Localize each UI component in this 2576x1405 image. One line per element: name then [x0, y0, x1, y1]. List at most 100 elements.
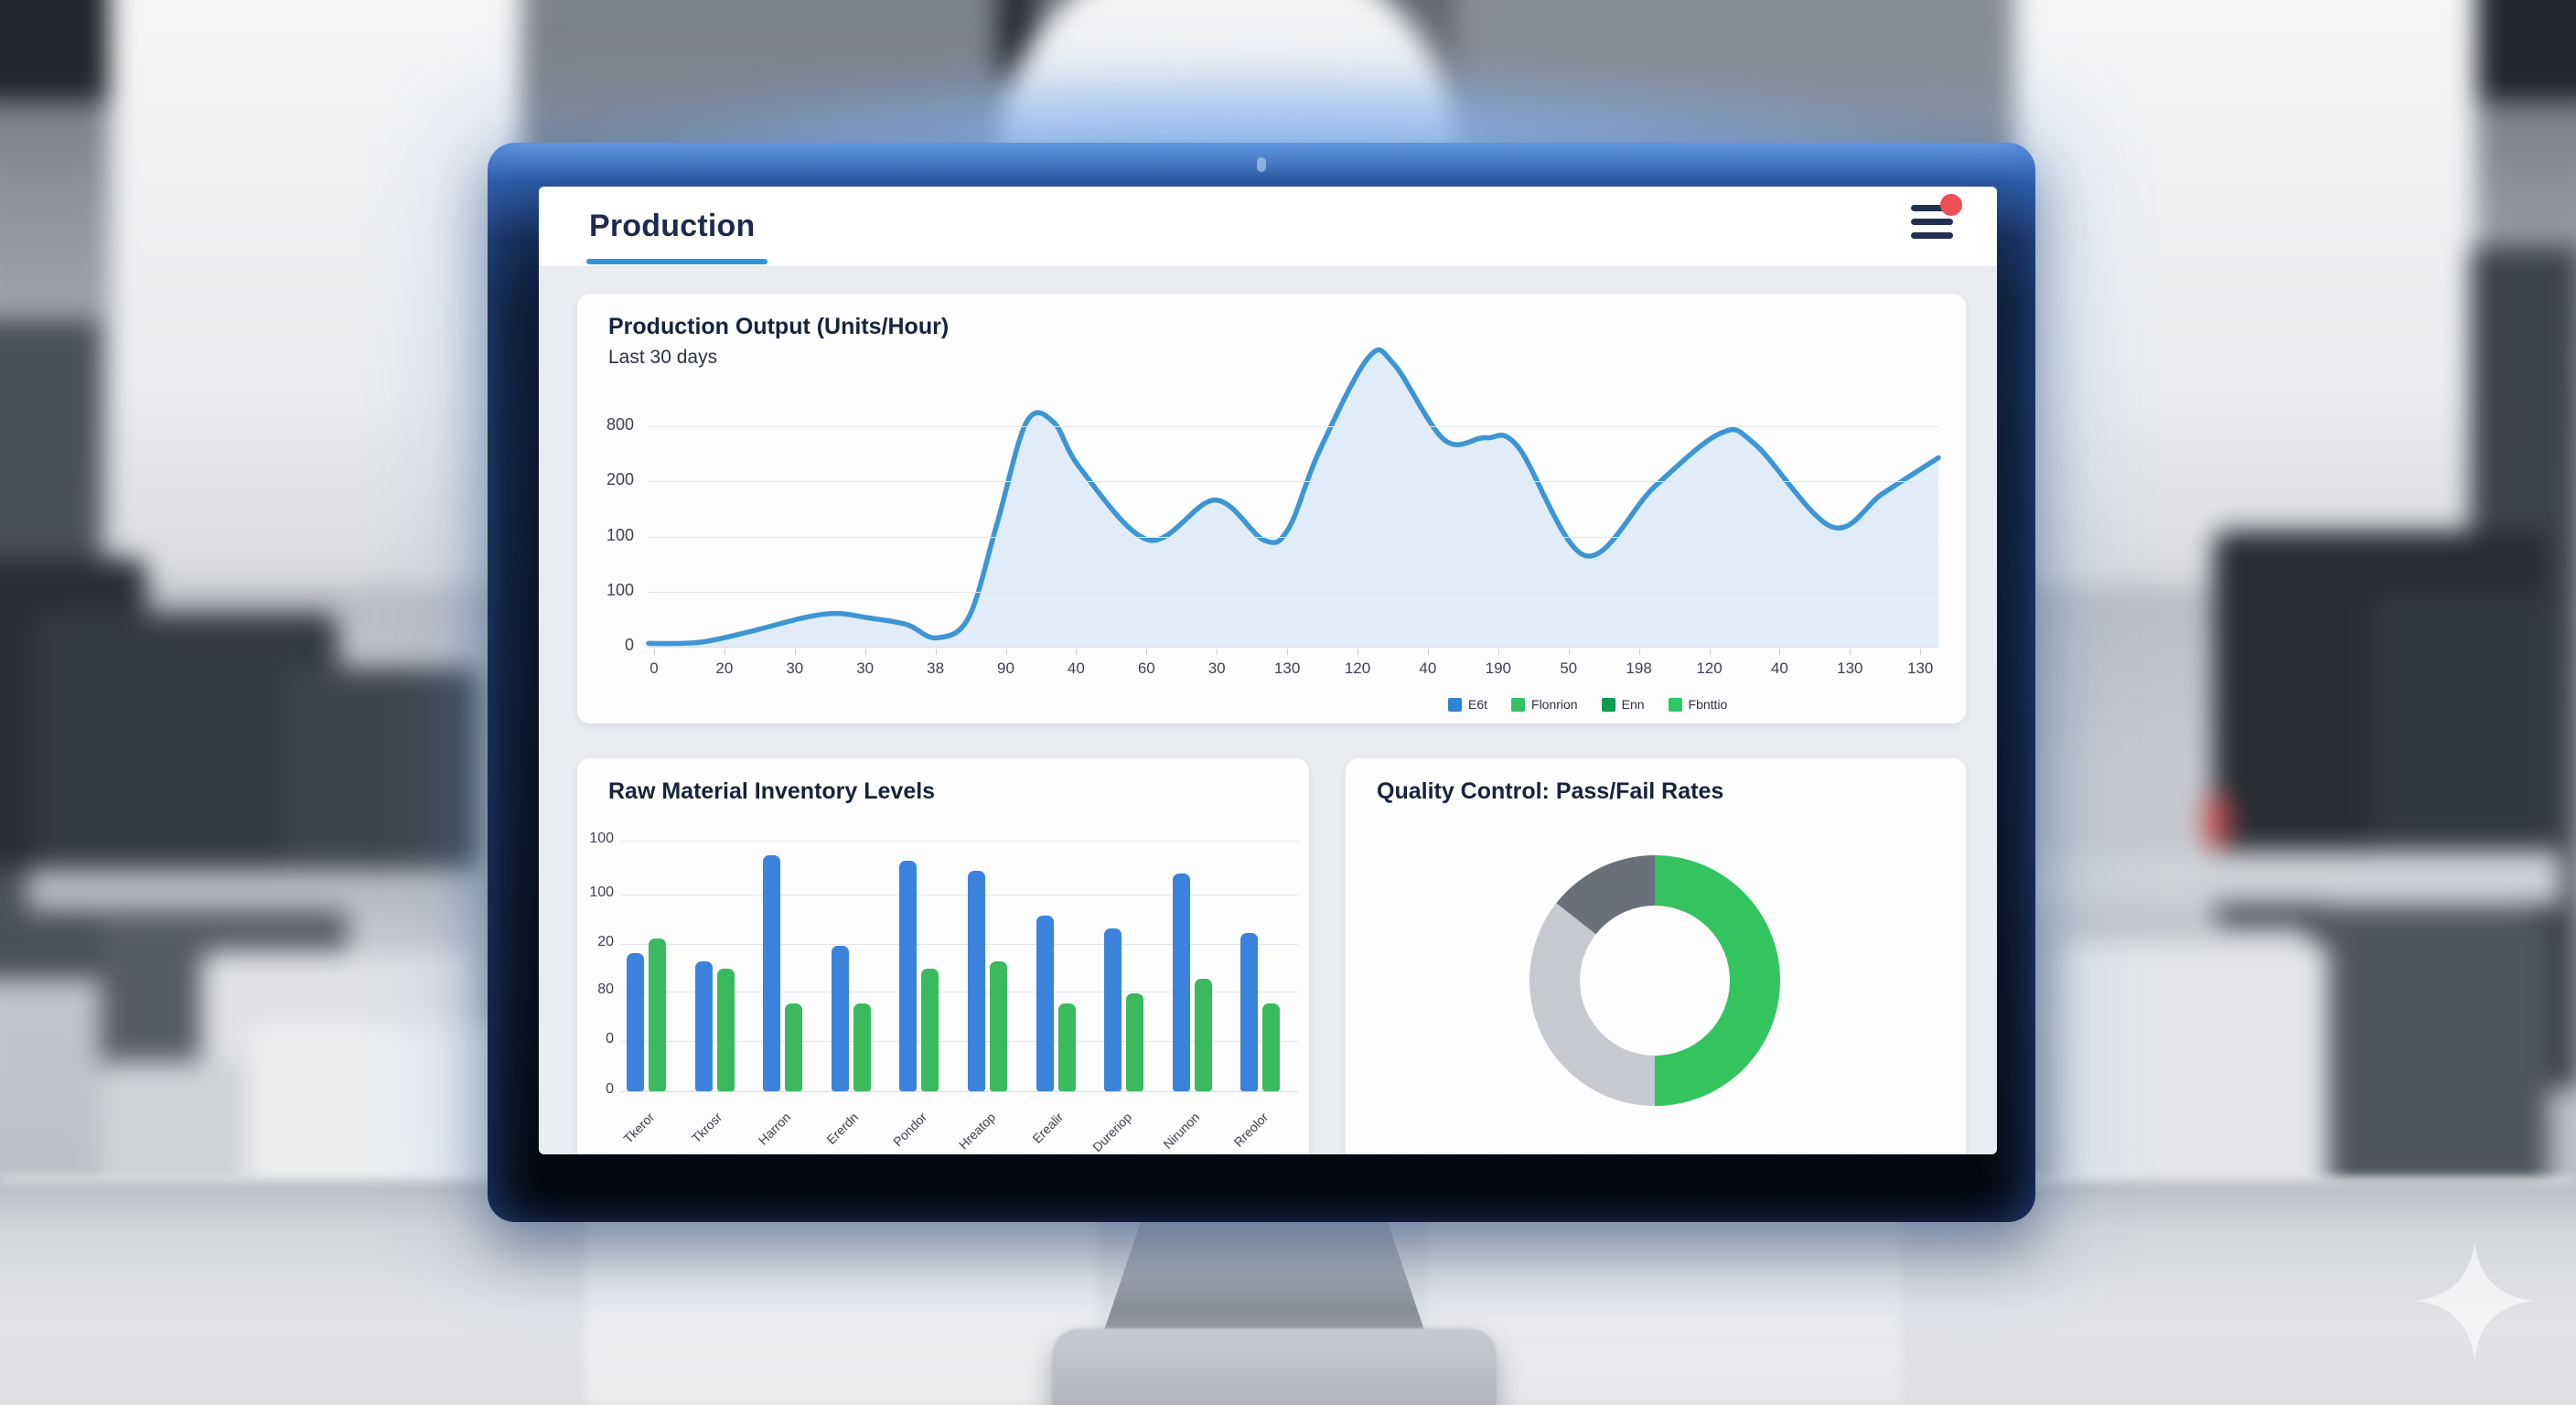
- x-axis-tick: [1779, 649, 1781, 655]
- bar-blue: [899, 860, 918, 1091]
- webcam-dot: [1257, 157, 1266, 172]
- sparkle-watermark: [2415, 1241, 2534, 1360]
- bar-blue: [1036, 916, 1054, 1091]
- y-axis-label: 100: [606, 581, 634, 599]
- x-axis-label: 130: [1907, 660, 1934, 677]
- y-axis-label: 0: [624, 636, 634, 654]
- x-axis-label: 40: [1067, 660, 1085, 677]
- chart-subtitle: Last 30 days: [608, 347, 718, 368]
- menu-button[interactable]: [1911, 194, 1962, 245]
- x-axis-tick: [1709, 649, 1711, 655]
- x-axis-tick: [1497, 649, 1499, 655]
- y-axis-label: 100: [589, 831, 614, 846]
- bar-green: [990, 960, 1007, 1091]
- x-axis-tick: [1005, 649, 1007, 655]
- x-axis-label: 60: [1137, 660, 1155, 677]
- monitor: Production Production Output (Units/Hour…: [488, 143, 2035, 1222]
- bar-blue: [627, 953, 644, 1091]
- bar-green: [1126, 993, 1144, 1091]
- background-monitor: [2369, 595, 2549, 896]
- y-axis-label: 100: [589, 885, 614, 900]
- y-axis-label: 80: [597, 981, 614, 997]
- x-axis-label: 50: [1560, 660, 1578, 677]
- gridline: [621, 895, 1298, 896]
- x-axis-tick: [724, 649, 725, 655]
- legend-item: Flonrion: [1511, 697, 1578, 712]
- bar-blue: [1240, 933, 1259, 1091]
- x-axis-label: 40: [1770, 660, 1788, 677]
- y-axis-label: 100: [606, 526, 634, 544]
- x-axis-tick: [1920, 649, 1922, 655]
- y-axis-label: 0: [606, 1081, 614, 1097]
- x-axis-tick: [1287, 649, 1289, 655]
- legend-item: Fbnttio: [1668, 697, 1727, 712]
- legend-label: E6t: [1468, 697, 1488, 712]
- legend-label: Enn: [1621, 697, 1645, 712]
- dashboard-screen: Production Production Output (Units/Hour…: [539, 187, 1997, 1154]
- background-monitor: [284, 668, 480, 883]
- gridline: [621, 1041, 1298, 1042]
- x-axis-label: 130: [1837, 660, 1863, 677]
- hamburger-icon: [1911, 205, 1953, 211]
- x-axis-label: 120: [1344, 660, 1371, 677]
- production-output-card: Production Output (Units/Hour) Last 30 d…: [577, 294, 1966, 724]
- donut-hole: [1580, 906, 1730, 1056]
- x-axis-label: 20: [715, 660, 734, 677]
- gridline: [649, 537, 1938, 538]
- x-axis-tick: [1427, 649, 1429, 655]
- bar-green: [716, 968, 735, 1091]
- y-axis-label: 20: [597, 934, 614, 949]
- gridline: [649, 481, 1938, 482]
- bar-green: [853, 1003, 871, 1091]
- tab-production[interactable]: Production: [589, 209, 756, 243]
- chart-title: Production Output (Units/Hour): [608, 314, 950, 339]
- quality-card: Quality Control: Pass/Fail Rates: [1346, 758, 1966, 1154]
- x-axis-tick: [1638, 649, 1640, 655]
- x-axis-tick: [1076, 649, 1078, 655]
- y-axis-label: 0: [606, 1031, 614, 1046]
- bar-blue: [968, 870, 985, 1091]
- donut-chart: [1530, 855, 1780, 1106]
- x-axis-tick: [654, 649, 655, 655]
- bar-blue: [831, 946, 849, 1091]
- x-axis-label: 30: [786, 660, 804, 677]
- x-axis-label: 30: [1208, 660, 1226, 677]
- gridline: [649, 647, 1938, 648]
- area-chart: [646, 347, 1941, 647]
- bar-green: [649, 938, 666, 1091]
- y-axis-label: 200: [606, 470, 634, 488]
- x-axis-tick: [1146, 649, 1148, 655]
- x-axis-label: Tkeror: [619, 1110, 657, 1146]
- bar-blue: [763, 855, 781, 1091]
- x-axis-label: 38: [927, 660, 945, 677]
- y-axis-label: 800: [606, 415, 634, 434]
- chart-title: Raw Material Inventory Levels: [608, 778, 936, 804]
- hamburger-icon: [1911, 219, 1953, 225]
- bar-green: [921, 968, 939, 1091]
- chart-title: Quality Control: Pass/Fail Rates: [1377, 778, 1724, 804]
- bar-green: [1194, 978, 1212, 1091]
- x-axis-label: 90: [997, 660, 1014, 677]
- x-axis-label: 130: [1273, 660, 1301, 677]
- active-tab-indicator: [586, 259, 767, 264]
- gridline: [649, 592, 1938, 593]
- legend-swatch: [1668, 697, 1682, 712]
- window: [2014, 0, 2476, 585]
- x-axis-tick: [794, 649, 796, 655]
- monitor-stand-base: [1052, 1328, 1497, 1405]
- x-axis-tick: [935, 649, 937, 655]
- bar-blue: [694, 960, 713, 1091]
- x-axis-tick: [1217, 649, 1218, 655]
- legend-swatch: [1511, 697, 1526, 712]
- bar-blue: [1172, 873, 1190, 1091]
- legend-item: E6t: [1448, 697, 1487, 712]
- x-axis-tick: [1568, 649, 1570, 655]
- dashboard-content: Production Output (Units/Hour) Last 30 d…: [539, 267, 1997, 1154]
- x-axis-tick: [1850, 649, 1852, 655]
- bar-green: [1057, 1003, 1076, 1091]
- inventory-card: Raw Material Inventory Levels 100 100 20 80…: [577, 758, 1309, 1154]
- bar-blue: [1104, 928, 1122, 1091]
- hamburger-icon: [1911, 232, 1953, 239]
- x-axis-label: 198: [1626, 660, 1652, 677]
